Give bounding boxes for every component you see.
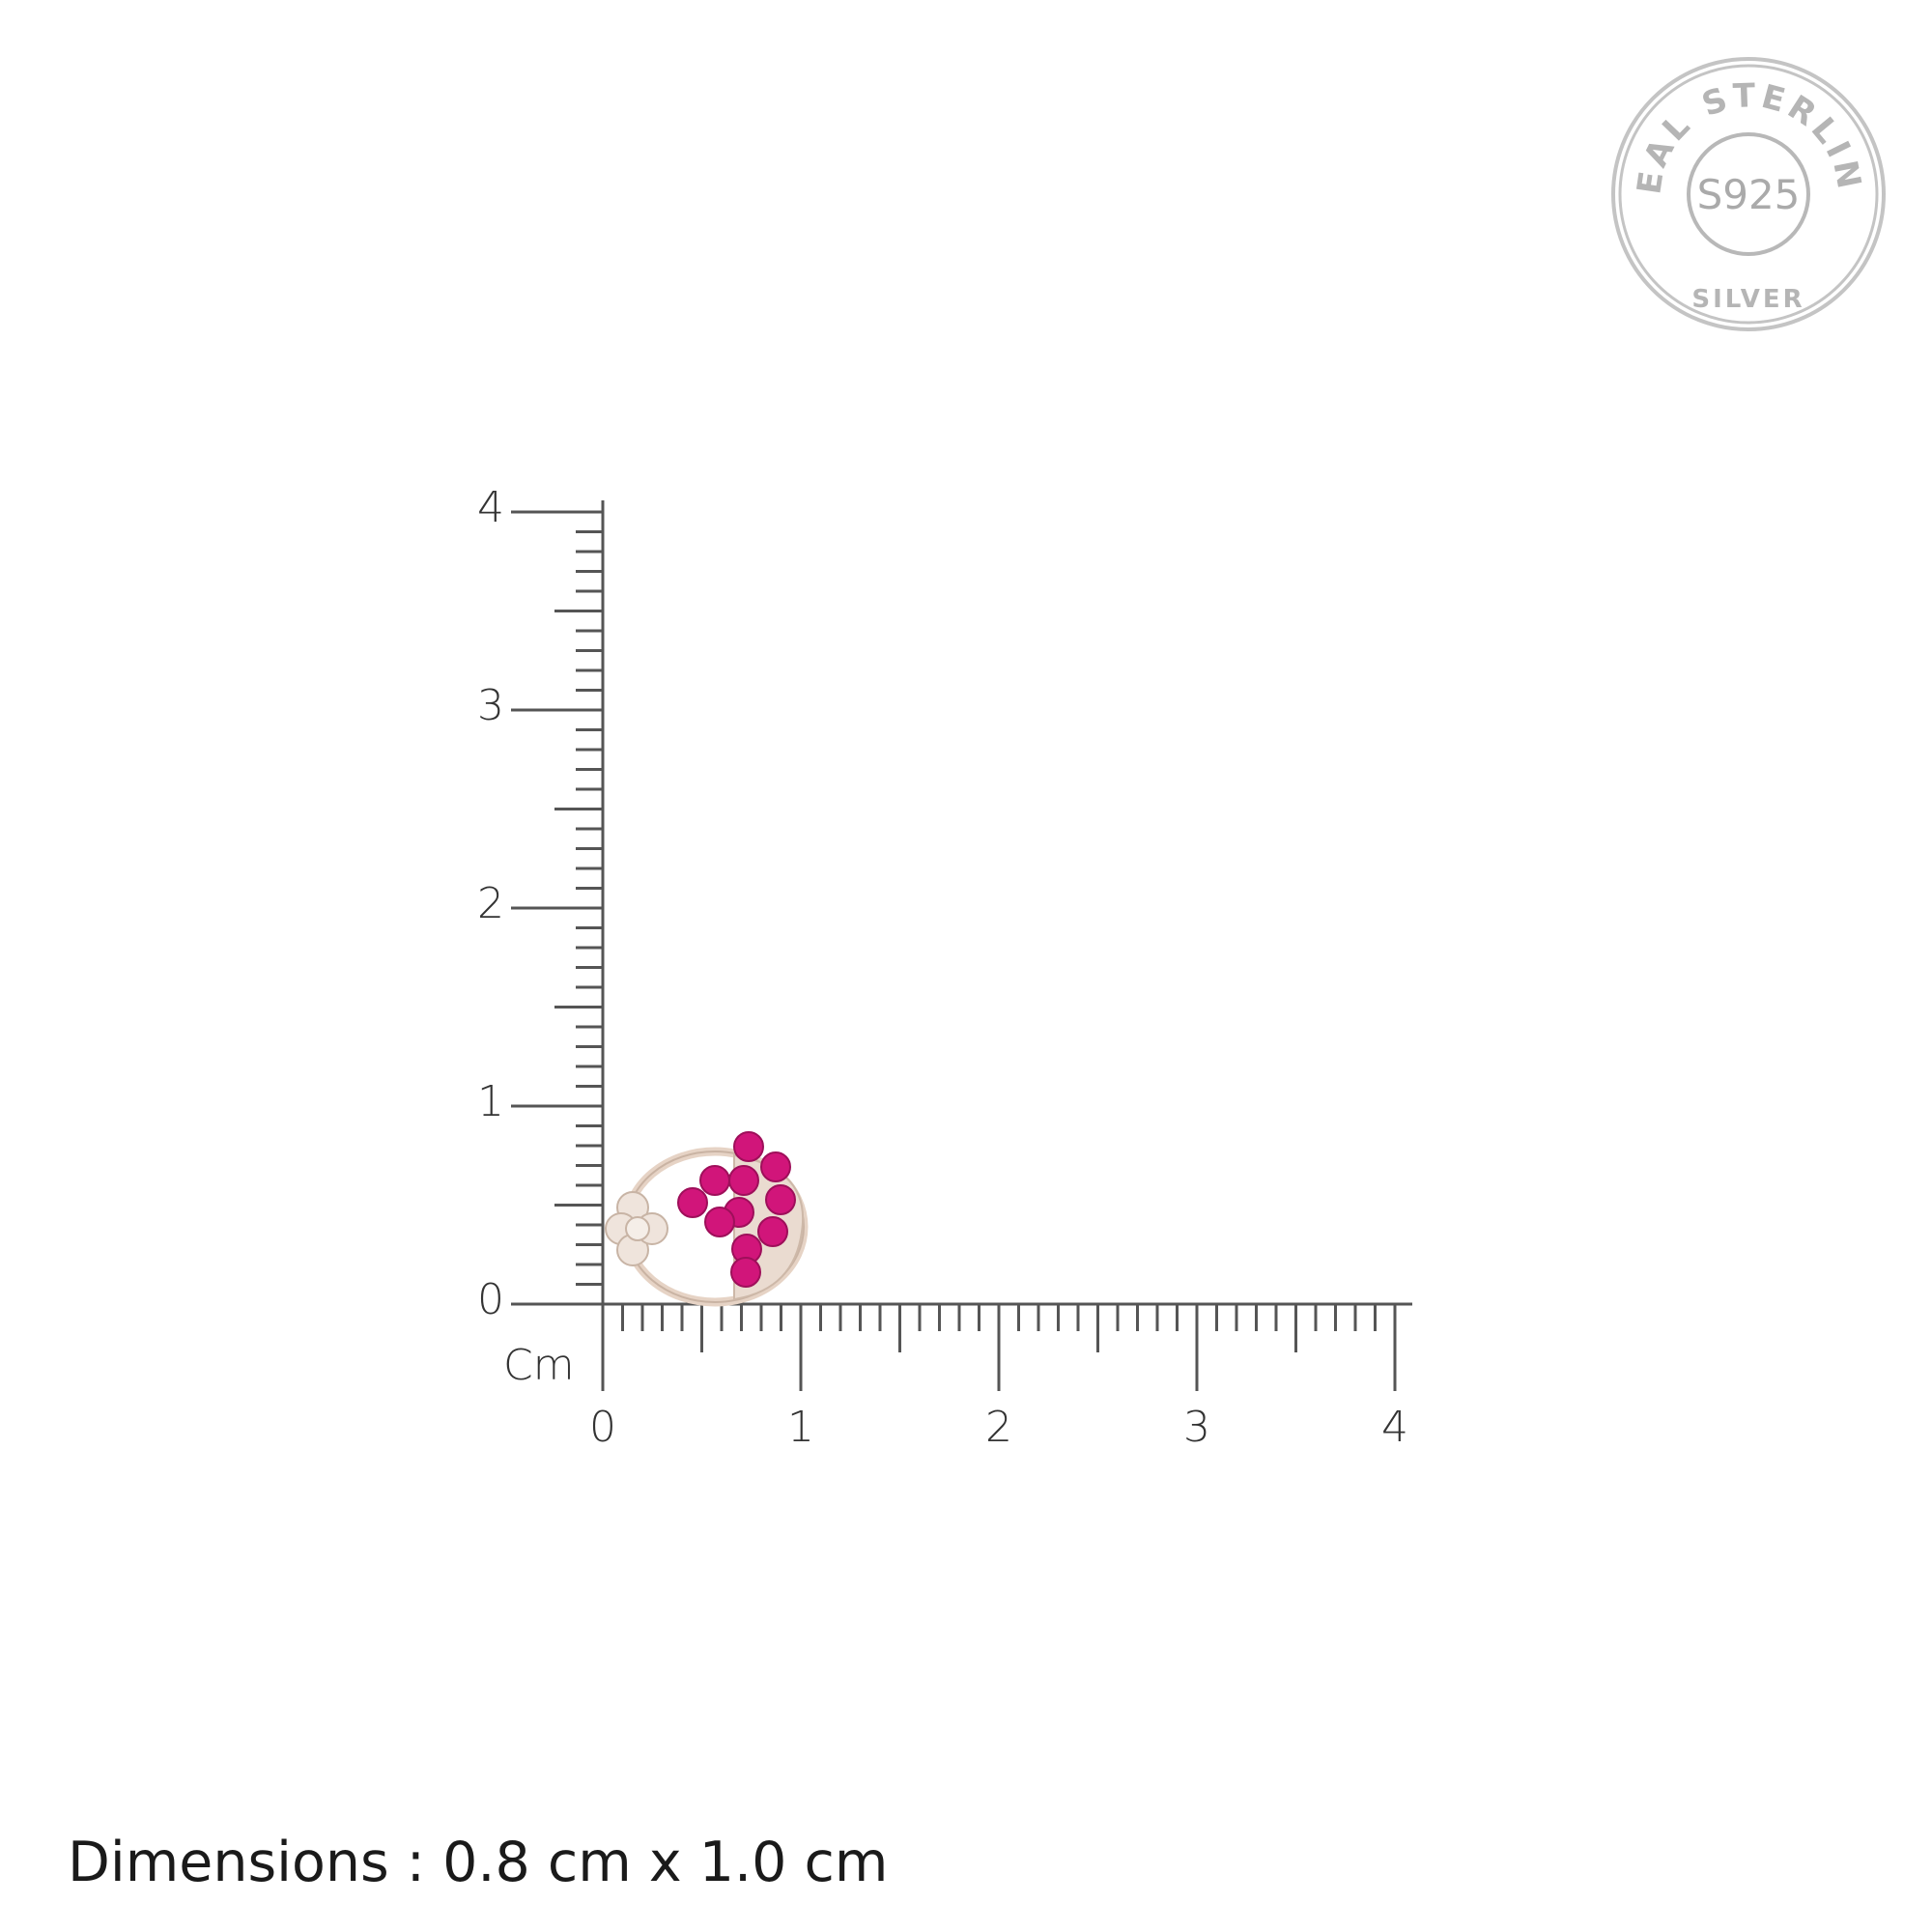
gemstones: [677, 1131, 796, 1288]
dimensions-caption: Dimensions : 0.8 cm x 1.0 cm: [68, 1831, 889, 1894]
gemstone: [765, 1184, 796, 1215]
x-tick-label: 1: [787, 1403, 814, 1452]
gemstone: [699, 1165, 730, 1196]
svg-text:SILVER: SILVER: [1691, 285, 1804, 314]
x-tick-label: 4: [1381, 1403, 1408, 1452]
gemstone: [757, 1216, 788, 1247]
gemstone: [733, 1131, 764, 1162]
gemstone: [728, 1165, 759, 1196]
gemstone: [677, 1187, 708, 1218]
y-tick-label: 1: [477, 1077, 504, 1126]
flower-setting: [605, 1191, 668, 1266]
y-tick-label: 2: [477, 879, 504, 928]
sterling-silver-stamp: REAL STERLING S925 SILVER: [1608, 54, 1886, 331]
y-tick-label: 0: [477, 1275, 504, 1324]
y-tick-label: 3: [477, 681, 504, 730]
x-tick-label: 2: [985, 1403, 1012, 1452]
y-tick-label: 4: [477, 483, 504, 532]
gemstone: [704, 1207, 735, 1237]
x-tick-label: 3: [1183, 1403, 1210, 1452]
gemstone: [730, 1257, 761, 1288]
svg-text:S925: S925: [1697, 171, 1801, 218]
unit-label: Cm: [503, 1341, 575, 1390]
ruler-ticks: [511, 500, 1412, 1391]
x-tick-label: 0: [589, 1403, 616, 1452]
earring-image: [605, 1131, 809, 1307]
gemstone: [760, 1151, 791, 1182]
